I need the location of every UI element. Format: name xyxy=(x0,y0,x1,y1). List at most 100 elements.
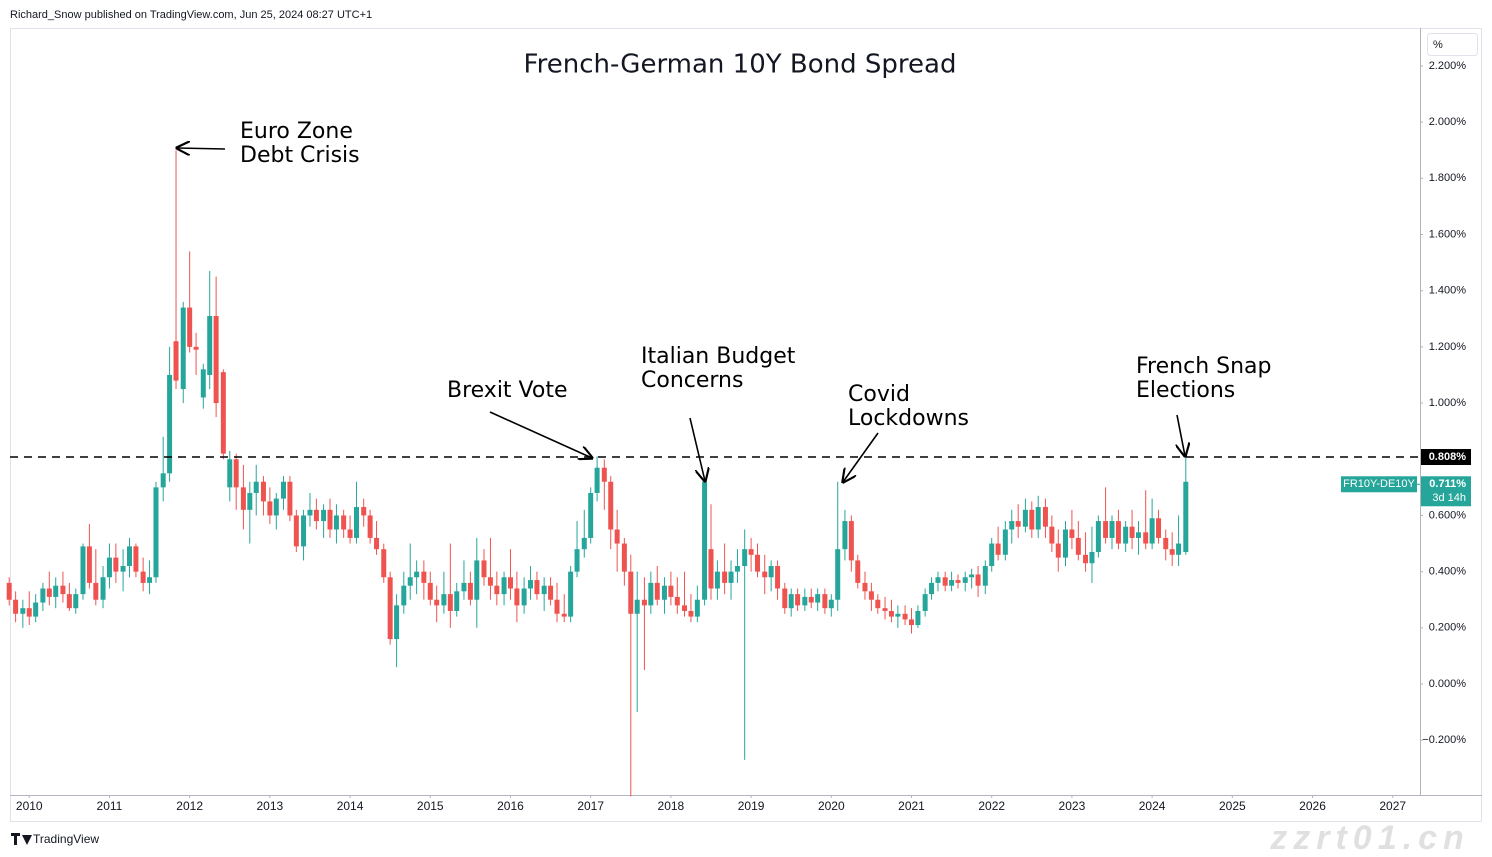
candle-body xyxy=(995,543,1001,555)
frame xyxy=(10,28,1482,822)
candle-body xyxy=(902,613,908,620)
candle-body xyxy=(822,594,828,609)
candle-body xyxy=(73,594,79,609)
candle-body xyxy=(20,608,26,614)
candle-body xyxy=(848,521,854,561)
annotation: French Snap xyxy=(1136,354,1271,379)
candle-body xyxy=(120,566,126,572)
candle-body xyxy=(1163,537,1169,550)
candle-body xyxy=(768,566,774,578)
candle-body xyxy=(815,594,821,603)
candle-body xyxy=(260,481,266,502)
candle-body xyxy=(1115,521,1121,544)
candle-body xyxy=(287,481,293,516)
candle-body xyxy=(574,549,580,572)
candle-body xyxy=(534,580,540,595)
last-price-label: 0.711% xyxy=(1429,478,1466,490)
candle-body xyxy=(922,594,928,611)
y-unit: % xyxy=(1433,39,1443,51)
candle-body xyxy=(247,492,253,510)
candle-body xyxy=(133,546,139,572)
candle-body xyxy=(447,594,453,611)
candle-body xyxy=(401,585,407,606)
candle-body xyxy=(614,529,620,544)
candle-body xyxy=(755,554,761,572)
candle-body xyxy=(1135,532,1141,538)
candle-body xyxy=(528,580,534,589)
candle-body xyxy=(207,315,213,375)
y-tick-label: 1.400% xyxy=(1429,285,1467,297)
y-tick-label: 0.400% xyxy=(1429,566,1467,578)
candle-body xyxy=(855,560,861,583)
candle-body xyxy=(1143,532,1149,544)
candle-body xyxy=(909,619,915,626)
candle-body xyxy=(507,577,513,589)
candle-body xyxy=(1022,509,1028,527)
unit-box[interactable] xyxy=(1427,33,1478,56)
candle-body xyxy=(728,571,734,583)
candle-body xyxy=(494,585,500,595)
candle-body xyxy=(46,588,52,597)
candle-body xyxy=(722,571,728,583)
candle-body xyxy=(307,509,313,516)
candle-body xyxy=(882,608,888,611)
candle-body xyxy=(1109,521,1115,538)
x-tick-label: 2020 xyxy=(818,799,845,813)
candle-body xyxy=(888,610,894,617)
symbol-box xyxy=(1341,476,1417,493)
candle-body xyxy=(895,613,901,617)
x-tick-label: 2013 xyxy=(257,799,284,813)
candle-body xyxy=(301,515,307,547)
candle-body xyxy=(594,467,600,493)
publish-header: Richard_Snow published on TradingView.co… xyxy=(10,9,372,21)
candle-body xyxy=(929,582,935,595)
candle-body xyxy=(962,577,968,583)
x-tick-label: 2025 xyxy=(1219,799,1246,813)
candle-body xyxy=(682,605,688,611)
candle-body xyxy=(80,546,86,595)
candle-body xyxy=(33,602,39,617)
candle-body xyxy=(1083,554,1089,564)
candle-body xyxy=(581,537,587,550)
candle-body xyxy=(989,543,995,567)
candle-body xyxy=(601,467,607,482)
annotation: Italian Budget xyxy=(641,344,796,369)
x-tick-label: 2027 xyxy=(1379,799,1406,813)
candle-body xyxy=(982,566,988,586)
y-tick-label: 2.000% xyxy=(1429,116,1467,128)
candle-body xyxy=(1029,509,1035,530)
candle-body xyxy=(1075,537,1081,555)
candle-body xyxy=(481,560,487,578)
candle-body xyxy=(975,574,981,586)
y-tick-label: 2.200% xyxy=(1429,60,1467,72)
candle-body xyxy=(487,577,493,586)
candle-body xyxy=(147,577,153,583)
x-tick-label: 2011 xyxy=(97,799,123,813)
candle-body xyxy=(193,346,199,350)
x-tick-label: 2024 xyxy=(1139,799,1166,813)
candle-body xyxy=(802,596,808,606)
candle-body xyxy=(674,596,680,606)
candle-body xyxy=(1123,526,1129,544)
candle-body xyxy=(26,608,32,617)
candle-body xyxy=(353,507,359,538)
y-tick-label: 1.000% xyxy=(1429,397,1467,409)
candle-body xyxy=(762,571,768,578)
candle-body xyxy=(1183,481,1189,552)
candle-body xyxy=(106,557,112,578)
x-tick-label: 2010 xyxy=(16,799,43,813)
arrow xyxy=(689,417,705,481)
candle-body xyxy=(568,571,574,617)
candle-body xyxy=(280,481,286,499)
candle-body xyxy=(454,591,460,611)
reference-label-box xyxy=(1421,449,1471,466)
annotation: Brexit Vote xyxy=(447,378,568,403)
candle-body xyxy=(1095,521,1101,552)
candle-body xyxy=(588,492,594,538)
candle-body xyxy=(875,599,881,609)
candle-body xyxy=(808,596,814,603)
x-tick-label: 2026 xyxy=(1299,799,1326,813)
x-tick-label: 2017 xyxy=(577,799,604,813)
annotation: Covid xyxy=(848,382,910,407)
candle-body xyxy=(160,473,166,488)
